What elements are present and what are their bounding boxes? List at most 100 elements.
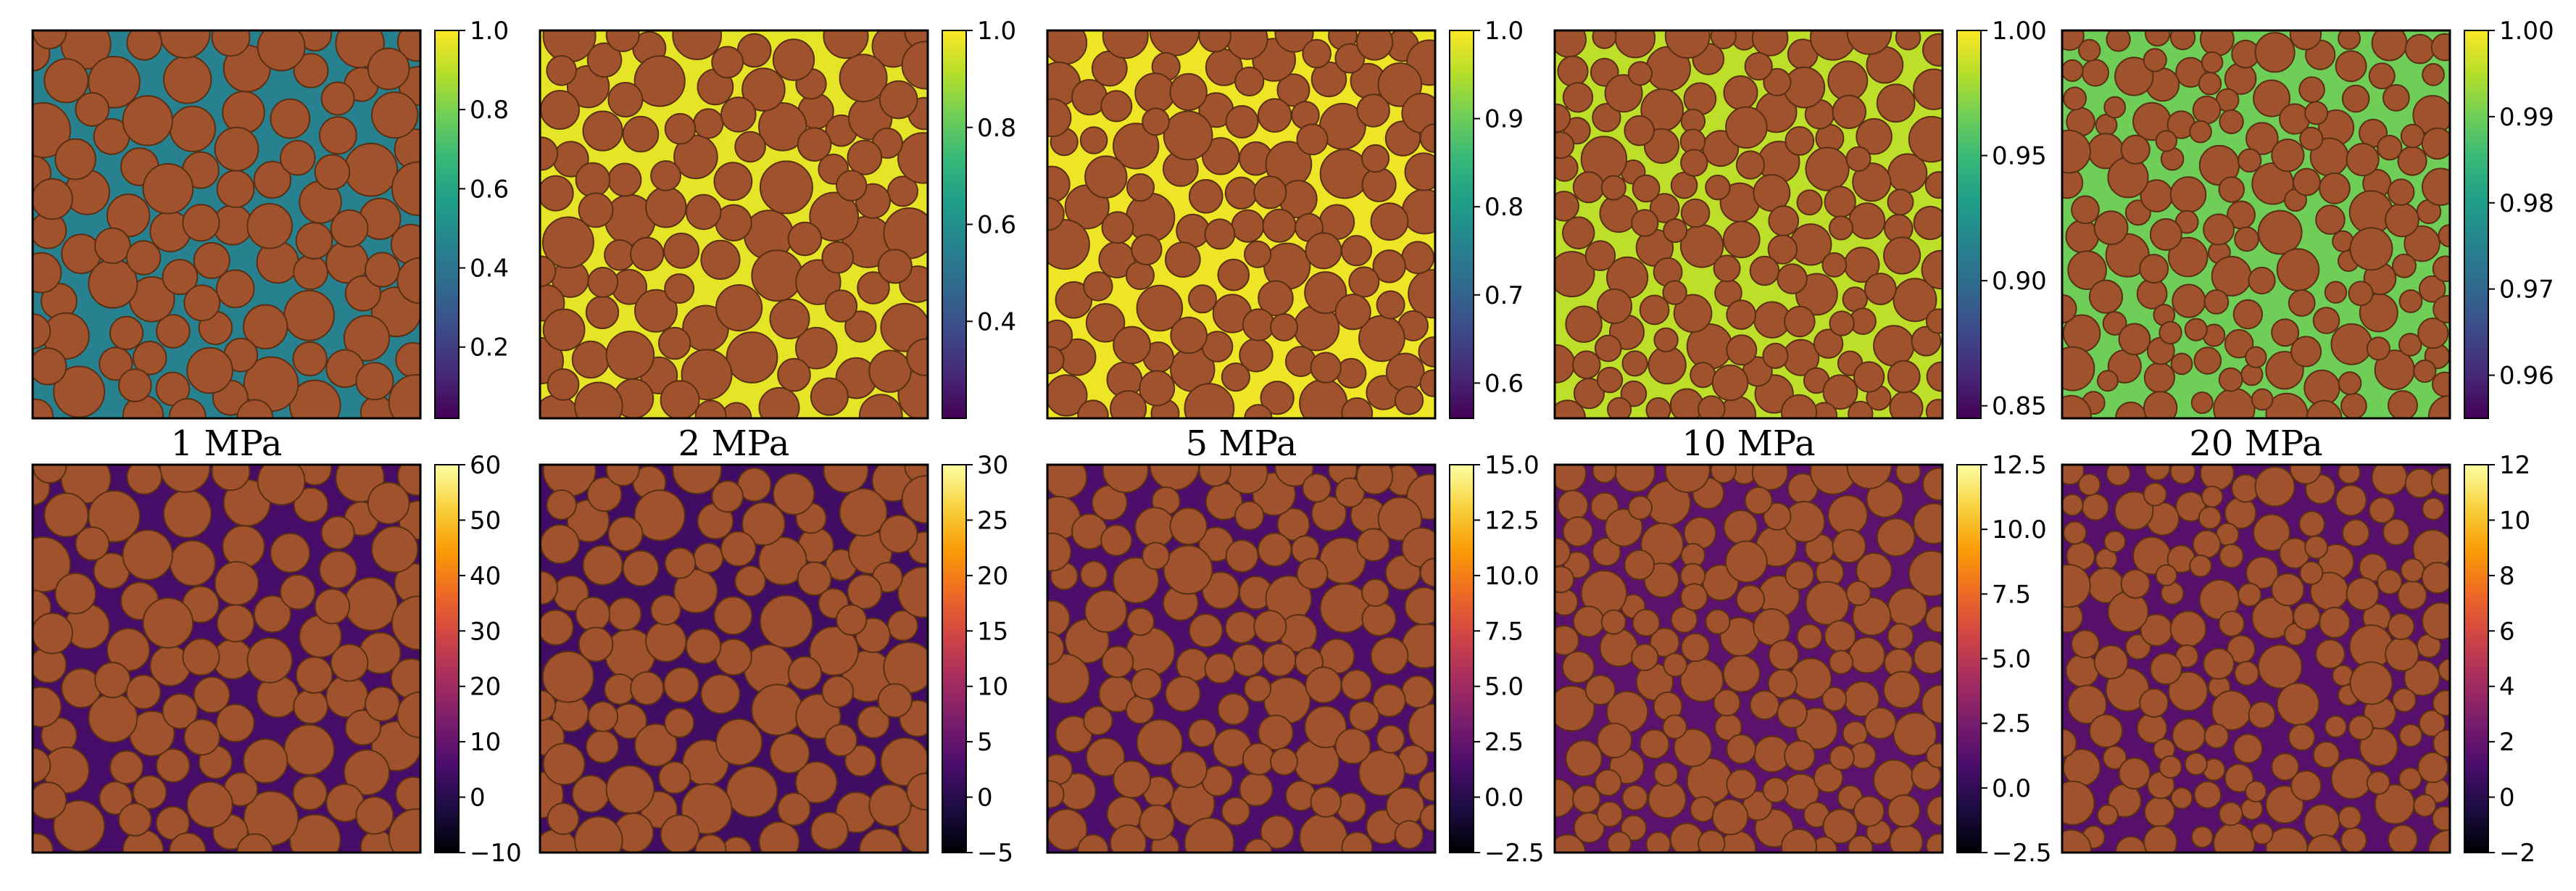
particle xyxy=(2403,659,2440,697)
particle xyxy=(2338,805,2362,829)
particle xyxy=(1221,797,1251,826)
particle xyxy=(672,465,723,494)
colorbar-tick-label: 20 xyxy=(470,673,501,702)
particle xyxy=(1853,361,1885,393)
particle xyxy=(2432,689,2450,716)
colorbar xyxy=(1450,465,1474,853)
particle xyxy=(575,162,611,198)
particle xyxy=(2175,491,2206,522)
colorbar-tick-label: 0.95 xyxy=(1992,142,2047,171)
particle xyxy=(283,289,335,341)
particle xyxy=(1883,236,1921,275)
particle xyxy=(1334,43,1366,74)
particle xyxy=(1401,241,1435,275)
particle xyxy=(270,98,311,139)
particle xyxy=(2067,250,2107,291)
particle xyxy=(1385,787,1425,826)
particle xyxy=(2184,752,2208,776)
particle xyxy=(2271,753,2300,782)
particle xyxy=(2245,556,2279,589)
particle xyxy=(2143,482,2167,507)
particle xyxy=(122,394,165,418)
particle xyxy=(578,626,614,663)
particle xyxy=(1126,626,1176,677)
panel-bottom-3: −2.5 0.0 2.5 5.0 7.5 10.0 12.5 15.0 xyxy=(1046,451,1545,868)
particle xyxy=(1690,362,1716,389)
particle xyxy=(605,765,655,814)
particle xyxy=(2107,157,2149,199)
particle xyxy=(1832,529,1867,563)
particles xyxy=(33,30,420,418)
particle xyxy=(622,550,660,587)
particle xyxy=(1632,608,1661,637)
particle xyxy=(2063,86,2087,111)
particle xyxy=(1225,539,1259,573)
particle xyxy=(582,110,623,152)
particle xyxy=(1722,220,1761,259)
particle xyxy=(2172,283,2206,318)
particle xyxy=(1600,175,1626,201)
colorbar-tick-label: 8 xyxy=(2499,562,2515,591)
particle xyxy=(33,536,71,593)
particle xyxy=(1102,30,1149,59)
particle xyxy=(193,241,230,279)
particle xyxy=(777,357,811,392)
particle xyxy=(2298,510,2325,537)
particle xyxy=(2102,745,2127,770)
colorbar-tick-label: 40 xyxy=(470,562,501,591)
particle xyxy=(1310,786,1342,818)
particle xyxy=(713,596,753,636)
particle xyxy=(1873,325,1915,367)
particle xyxy=(156,314,191,349)
particle xyxy=(1887,360,1921,394)
particle xyxy=(1047,600,1071,637)
colorbar-tick-label: 20 xyxy=(977,562,1008,591)
particle xyxy=(319,550,357,589)
colorbar-tick-label: 0.7 xyxy=(1484,281,1524,310)
particle xyxy=(809,191,860,242)
particle xyxy=(1355,30,1394,61)
particle xyxy=(2299,126,2324,151)
particle xyxy=(2093,210,2129,246)
particle xyxy=(2289,465,2322,485)
particle xyxy=(2335,50,2367,83)
particle xyxy=(1777,697,1808,729)
particle xyxy=(2418,275,2446,303)
particle xyxy=(542,30,597,63)
particle xyxy=(1418,336,1435,368)
particle xyxy=(1853,795,1885,827)
particle xyxy=(1749,255,1780,286)
particle xyxy=(1370,202,1409,241)
particle xyxy=(868,784,912,827)
particle xyxy=(2169,176,2207,213)
colorbar-tick-label: 2.5 xyxy=(1484,728,1524,757)
particle xyxy=(1829,745,1855,771)
particle xyxy=(2341,518,2370,547)
particle xyxy=(1922,33,1943,67)
particle xyxy=(1829,310,1855,336)
particle xyxy=(1139,370,1176,407)
particle xyxy=(344,709,381,746)
particle xyxy=(1690,796,1716,823)
particle xyxy=(1340,235,1373,267)
particle xyxy=(1084,155,1128,199)
particle xyxy=(2189,554,2212,578)
particle xyxy=(1165,676,1201,712)
panel-bottom-2: −5 0 5 10 15 20 25 30 xyxy=(539,451,1013,868)
particle xyxy=(634,723,678,767)
particle xyxy=(1348,266,1380,298)
pressure-label: 2 MPa xyxy=(678,423,790,464)
particle xyxy=(125,674,162,710)
particle xyxy=(1784,305,1816,338)
colorbar-tick-label: 7.5 xyxy=(1992,580,2031,609)
particle xyxy=(2062,59,2084,82)
particle xyxy=(1055,281,1093,319)
particle xyxy=(1125,260,1155,290)
particle xyxy=(2114,57,2154,96)
colorbar-tick-label: 0.90 xyxy=(1992,267,2047,296)
particle xyxy=(1302,473,1331,503)
particle xyxy=(1131,233,1163,266)
particle xyxy=(246,637,293,684)
particle xyxy=(1584,240,1616,272)
colorbar-tick-label: 5.0 xyxy=(1484,673,1524,702)
